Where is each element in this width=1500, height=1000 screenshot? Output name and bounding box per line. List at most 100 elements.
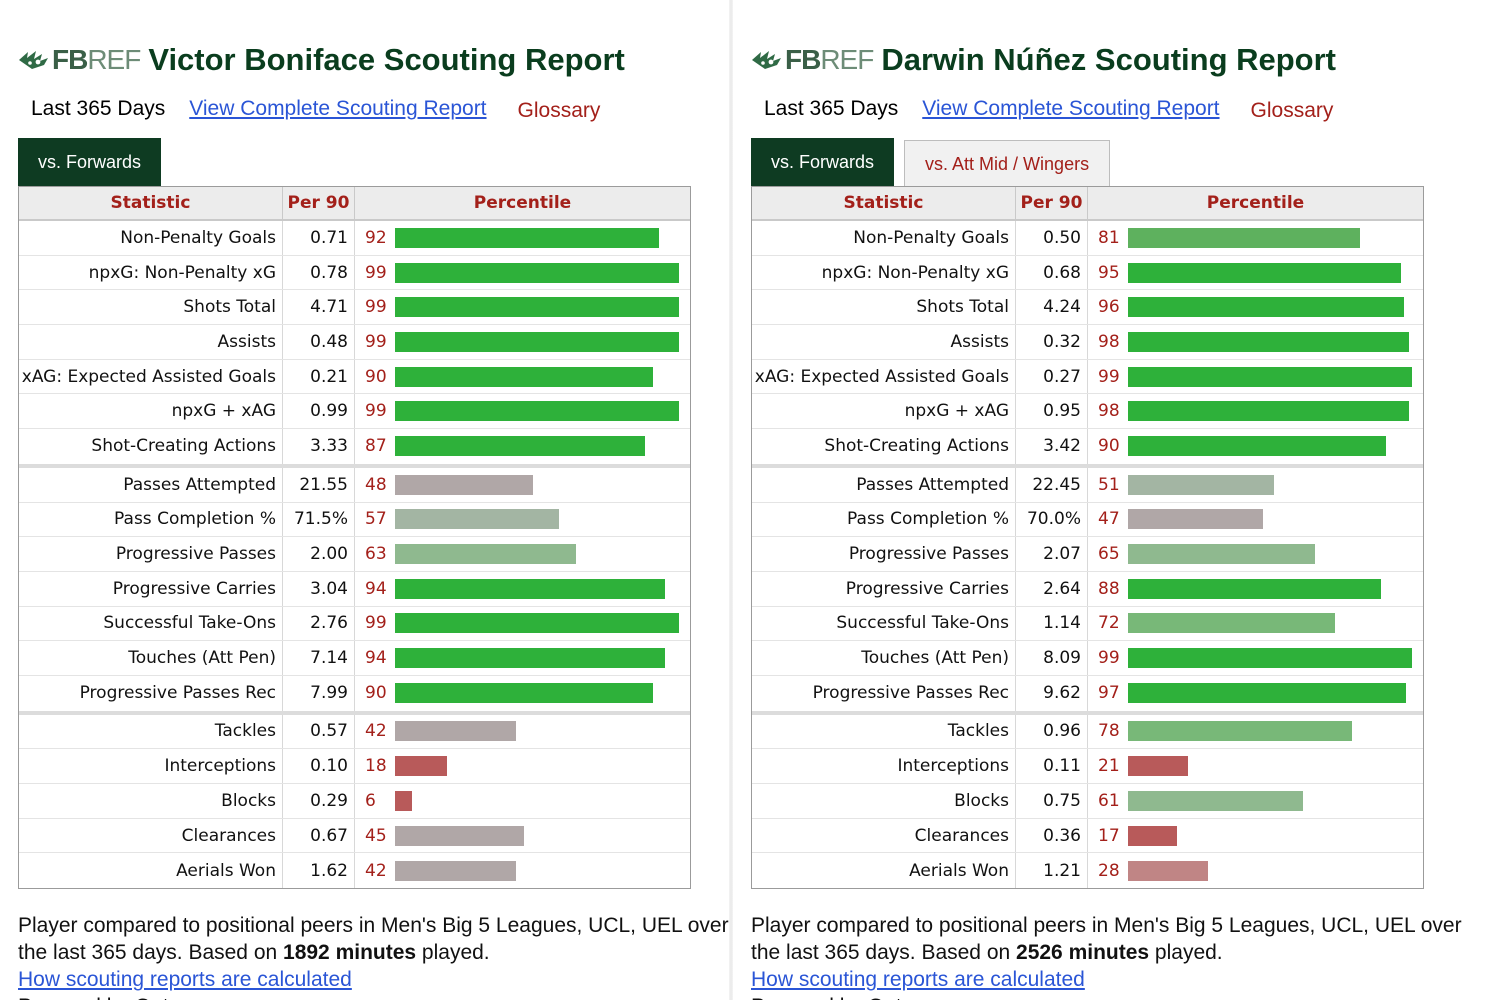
footnote-line1: Player compared to positional peers in M… [751,914,1462,937]
table-row: Progressive Passes Rec 7.99 90 [19,675,690,711]
percentile-cell: 94 [355,572,690,606]
percentile-bar-track [395,227,682,248]
per90-value: 0.11 [1016,749,1088,783]
percentile-value: 87 [365,436,387,457]
percentile-bar-track [395,860,682,881]
percentile-bar [395,509,559,530]
percentile-cell: 47 [1088,503,1423,537]
table-row: npxG + xAG 0.95 98 [752,394,1423,430]
percentile-bar-track [1128,544,1415,565]
scouting-table: Statistic Per 90 Percentile Non-Penalty … [18,186,691,890]
header-statistic[interactable]: Statistic [19,187,283,219]
per90-value: 8.09 [1016,641,1088,675]
percentile-bar [1128,683,1407,704]
stat-name: Blocks [752,784,1016,818]
complete-report-link[interactable]: View Complete Scouting Report [922,97,1220,120]
powered-by-text: Powered by Opta [751,993,1500,1000]
table-row: Clearances 0.36 17 [752,818,1423,854]
percentile-bar-track [395,474,682,495]
percentile-value: 99 [365,401,387,422]
percentile-cell: 90 [355,360,690,394]
glossary-link[interactable]: Glossary [517,99,601,122]
table-row: Pass Completion % 71.5% 57 [19,502,690,538]
scouting-panel-right: FB REF Darwin Núñez Scouting Report Last … [733,0,1500,1000]
percentile-bar-track [395,648,682,669]
percentile-bar [395,401,680,422]
table-row: Progressive Carries 2.64 88 [752,571,1423,607]
percentile-bar [1128,790,1304,811]
percentile-bar-track [395,613,682,634]
fbref-logo[interactable]: FB REF [751,44,874,76]
period-label: Last 365 Days [31,97,166,120]
fbref-leaf-icon [752,51,781,69]
percentile-bar [395,825,525,846]
percentile-value: 90 [365,366,387,387]
tab-vs-forwards[interactable]: vs. Forwards [751,138,895,186]
per90-value: 0.29 [283,784,355,818]
stat-name: Shots Total [752,290,1016,325]
table-row: Non-Penalty Goals 0.50 81 [752,221,1423,256]
stat-group: Passes Attempted 22.45 51 Pass Completion %… [752,467,1423,715]
per90-value: 2.00 [283,537,355,571]
stat-name: Successful Take-Ons [752,606,1016,641]
tab-vs-forwards[interactable]: vs. Forwards [18,138,162,186]
percentile-bar-track [395,436,682,457]
stat-name: Shots Total [19,290,283,325]
stat-name: Clearances [752,818,1016,853]
header-statistic[interactable]: Statistic [752,187,1016,219]
per90-value: 3.42 [1016,429,1088,464]
header-percentile[interactable]: Percentile [473,193,572,213]
percentile-bar-track [1128,648,1415,669]
percentile-cell: 65 [1088,537,1423,571]
table-row: npxG: Non-Penalty xG 0.78 99 [19,255,690,291]
stat-group: Non-Penalty Goals 0.50 81 npxG: Non-Penalty… [752,221,1423,468]
percentile-bar-track [1128,366,1415,387]
complete-report-link[interactable]: View Complete Scouting Report [189,97,487,120]
per90-value: 0.71 [283,221,355,255]
per90-value: 0.99 [283,394,355,429]
percentile-bar [1128,509,1263,530]
percentile-value: 17 [1098,825,1120,846]
percentile-bar-track [1128,756,1415,777]
stat-name: Progressive Passes Rec [752,675,1016,711]
scouting-panel-left: FB REF Victor Boniface Scouting Report La… [0,0,731,1000]
percentile-bar-track [395,825,682,846]
minutes-played: 1892 minutes [283,941,417,964]
percentile-cell: 18 [355,749,690,783]
report-subnav: Last 365 Days View Complete Scouting Rep… [31,94,600,124]
page-title: Darwin Núñez Scouting Report [881,42,1337,77]
glossary-link[interactable]: Glossary [1250,99,1334,122]
calculation-method-link[interactable]: How scouting reports are calculated [18,968,352,991]
stat-name: Non-Penalty Goals [19,221,283,255]
header-per90[interactable]: Per 90 [1016,187,1088,219]
logo-text-fb: FB [785,44,821,75]
fbref-logo[interactable]: FB REF [18,44,141,76]
per90-value: 2.76 [283,606,355,641]
calculation-method-link[interactable]: How scouting reports are calculated [751,968,1085,991]
percentile-value: 95 [1098,262,1120,283]
percentile-bar-track [395,401,682,422]
percentile-cell: 42 [355,715,690,749]
stat-name: Pass Completion % [19,502,283,537]
percentile-bar [395,297,680,318]
stat-name: Interceptions [19,749,283,783]
table-body: Non-Penalty Goals 0.50 81 npxG: Non-Penalty… [752,221,1423,889]
percentile-cell: 99 [355,290,690,324]
percentile-bar-track [1128,683,1415,704]
percentile-bar [1128,544,1315,565]
percentile-bar-track [395,331,682,352]
header-percentile[interactable]: Percentile [1206,193,1305,213]
percentile-value: 81 [1098,227,1120,248]
table-row: Passes Attempted 21.55 48 [19,467,690,503]
table-row: Non-Penalty Goals 0.71 92 [19,221,690,256]
table-row: Tackles 0.96 78 [752,714,1423,750]
percentile-value: 99 [365,262,387,283]
percentile-bar-track [1128,262,1415,283]
stat-name: Passes Attempted [19,467,283,502]
minutes-played: 2526 minutes [1016,941,1150,964]
tab-vs-att-mid-wingers[interactable]: vs. Att Mid / Wingers [904,140,1111,187]
per90-value: 0.50 [1016,221,1088,255]
header-per90[interactable]: Per 90 [283,187,355,219]
footnote-line2-pre: the last 365 days. Based on [18,941,284,964]
percentile-value: 45 [365,825,387,846]
